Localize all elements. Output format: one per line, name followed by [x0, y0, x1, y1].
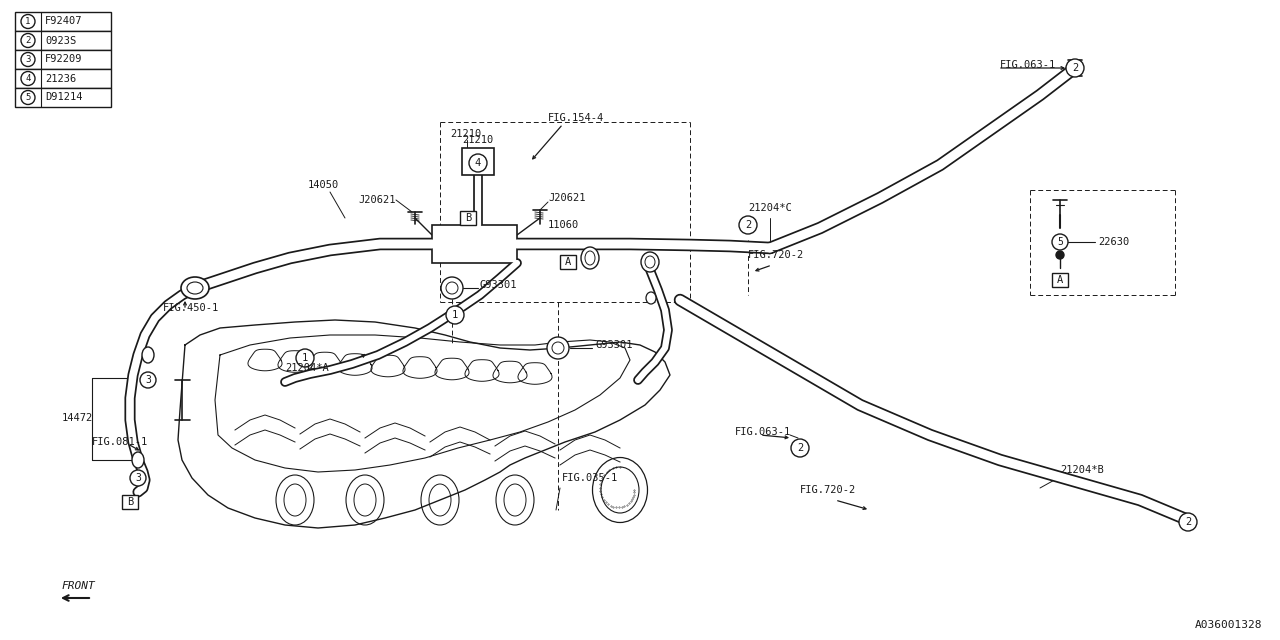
- Bar: [15, 69, 111, 88]
- Text: 21204*A: 21204*A: [285, 363, 329, 373]
- Text: J20621: J20621: [548, 193, 585, 203]
- Text: F92209: F92209: [45, 54, 82, 65]
- Ellipse shape: [142, 347, 154, 363]
- Bar: [462, 148, 494, 175]
- Circle shape: [1066, 59, 1084, 77]
- Ellipse shape: [180, 277, 209, 299]
- Text: 2: 2: [1185, 517, 1192, 527]
- Text: FIG.450-1: FIG.450-1: [163, 303, 219, 313]
- Text: 22630: 22630: [1098, 237, 1129, 247]
- Ellipse shape: [132, 452, 143, 468]
- Bar: [15, 12, 111, 31]
- Ellipse shape: [641, 252, 659, 272]
- Text: 14472: 14472: [61, 413, 93, 423]
- Circle shape: [20, 52, 35, 67]
- Text: 0923S: 0923S: [45, 35, 77, 45]
- Text: 2: 2: [745, 220, 751, 230]
- Bar: [15, 31, 111, 50]
- Bar: [1052, 273, 1068, 287]
- Text: 5: 5: [26, 93, 31, 102]
- Circle shape: [468, 154, 486, 172]
- Bar: [561, 255, 576, 269]
- Text: 21204*B: 21204*B: [1060, 465, 1103, 475]
- Text: FIG.063-1: FIG.063-1: [735, 427, 791, 437]
- Ellipse shape: [646, 292, 657, 304]
- Text: 21236: 21236: [45, 74, 77, 83]
- Text: FIG.720-2: FIG.720-2: [748, 250, 804, 260]
- Text: 1: 1: [302, 353, 308, 363]
- Text: 2: 2: [1071, 63, 1078, 73]
- Text: 1: 1: [452, 310, 458, 320]
- Bar: [460, 211, 476, 225]
- Circle shape: [20, 33, 35, 47]
- Circle shape: [445, 306, 465, 324]
- Text: 21210: 21210: [451, 129, 481, 139]
- Circle shape: [296, 349, 314, 367]
- Text: 2: 2: [26, 36, 31, 45]
- Circle shape: [140, 372, 156, 388]
- Text: 21210: 21210: [462, 135, 494, 145]
- Circle shape: [131, 470, 146, 486]
- Circle shape: [1052, 234, 1068, 250]
- Text: 3: 3: [145, 375, 151, 385]
- Circle shape: [791, 439, 809, 457]
- Bar: [15, 88, 111, 107]
- Circle shape: [547, 337, 570, 359]
- Text: 3: 3: [26, 55, 31, 64]
- Text: 4: 4: [475, 158, 481, 168]
- Text: 14050: 14050: [308, 180, 339, 190]
- Text: B: B: [127, 497, 133, 507]
- Text: FIG.035-1: FIG.035-1: [562, 473, 618, 483]
- Circle shape: [20, 15, 35, 29]
- Text: 3: 3: [136, 473, 141, 483]
- Text: FIG.154-4: FIG.154-4: [548, 113, 604, 123]
- Text: FIG.720-2: FIG.720-2: [800, 485, 856, 495]
- Bar: [433, 225, 517, 263]
- Text: 2: 2: [797, 443, 803, 453]
- Text: F92407: F92407: [45, 17, 82, 26]
- Circle shape: [1056, 251, 1064, 259]
- Circle shape: [20, 72, 35, 86]
- Text: G93301: G93301: [595, 340, 632, 350]
- Text: 4: 4: [26, 74, 31, 83]
- Text: 5: 5: [1057, 237, 1062, 247]
- Text: 1: 1: [26, 17, 31, 26]
- Text: FIG.081-1: FIG.081-1: [92, 437, 148, 447]
- Circle shape: [20, 90, 35, 104]
- Text: B: B: [465, 213, 471, 223]
- Circle shape: [739, 216, 756, 234]
- Circle shape: [1179, 513, 1197, 531]
- Circle shape: [442, 277, 463, 299]
- Text: G93301: G93301: [480, 280, 517, 290]
- Bar: [122, 495, 138, 509]
- Bar: [15, 50, 111, 69]
- Ellipse shape: [581, 247, 599, 269]
- Text: A: A: [564, 257, 571, 267]
- Text: A036001328: A036001328: [1194, 620, 1262, 630]
- Text: D91214: D91214: [45, 93, 82, 102]
- Text: FIG.063-1: FIG.063-1: [1000, 60, 1056, 70]
- Text: FRONT: FRONT: [61, 581, 96, 591]
- Text: A: A: [1057, 275, 1064, 285]
- Text: 11060: 11060: [548, 220, 580, 230]
- Text: 21204*C: 21204*C: [748, 203, 792, 213]
- Text: J20621: J20621: [358, 195, 396, 205]
